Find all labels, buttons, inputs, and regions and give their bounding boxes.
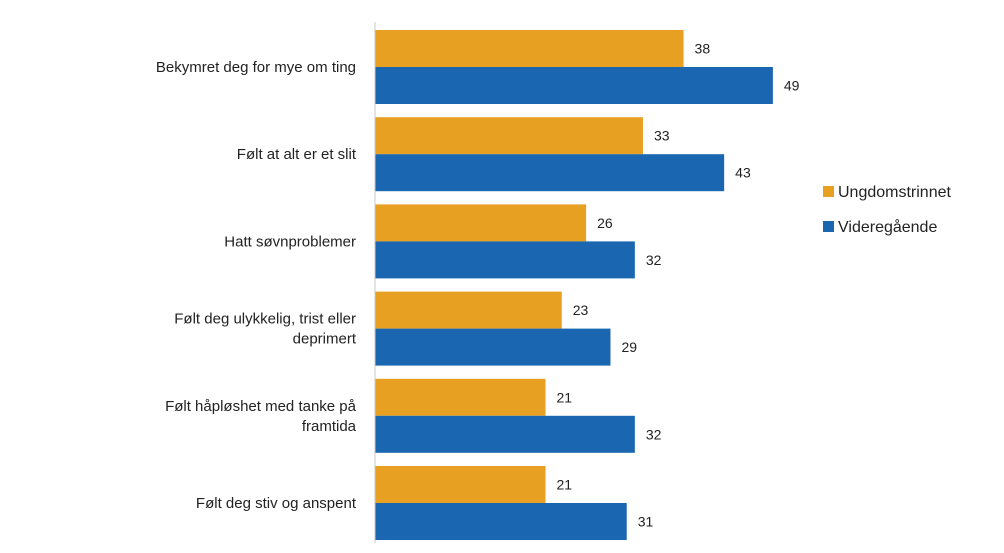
category-label: Følt deg stiv og anspent [196,495,357,512]
data-label: 33 [654,128,670,144]
data-label: 43 [735,165,751,181]
category-label: deprimert [293,331,357,348]
category-label: Følt at alt er et slit [237,146,357,163]
bar-ungdomstrinnet-5 [375,466,546,503]
bar-ungdomstrinnet-2 [375,204,587,242]
bar-videregaende-4 [375,415,635,453]
bar-ungdomstrinnet-1 [375,117,643,155]
data-label: 26 [597,215,613,231]
bar-ungdomstrinnet-3 [375,291,562,329]
data-label: 29 [621,339,637,355]
legend-label: Videregående [838,218,937,236]
data-label: 49 [784,78,800,94]
bar-ungdomstrinnet-4 [375,378,546,416]
bar-videregaende-2 [375,241,635,279]
data-label: 38 [695,41,711,57]
bars-group [375,30,773,540]
bar-videregaende-1 [375,154,725,192]
category-label: Følt deg ulykkelig, trist eller [174,311,356,328]
category-labels-group: Bekymret deg for mye om ting Følt at alt … [156,59,357,512]
data-label: 21 [557,389,573,405]
category-label: Følt håpløshet med tanke på [165,398,357,415]
bar-videregaende-0 [375,67,773,104]
data-label: 23 [573,302,589,318]
data-label: 21 [557,477,573,493]
bar-ungdomstrinnet-0 [375,30,684,67]
bar-videregaende-5 [375,503,627,540]
category-label: Hatt søvnproblemer [224,233,356,250]
legend: Ungdomstrinnet Videregående [823,184,952,236]
legend-swatch-ungdomstrinnet [823,186,834,197]
data-label: 32 [646,426,662,442]
data-label: 32 [646,252,662,268]
category-label: Bekymret deg for mye om ting [156,59,356,76]
data-label: 31 [638,514,654,530]
bar-videregaende-3 [375,328,611,366]
category-label: framtida [302,418,357,435]
legend-label: Ungdomstrinnet [838,184,952,201]
value-labels-group: 38 49 33 43 26 32 23 29 21 32 21 31 [557,41,800,530]
legend-swatch-videregaende [823,221,834,232]
